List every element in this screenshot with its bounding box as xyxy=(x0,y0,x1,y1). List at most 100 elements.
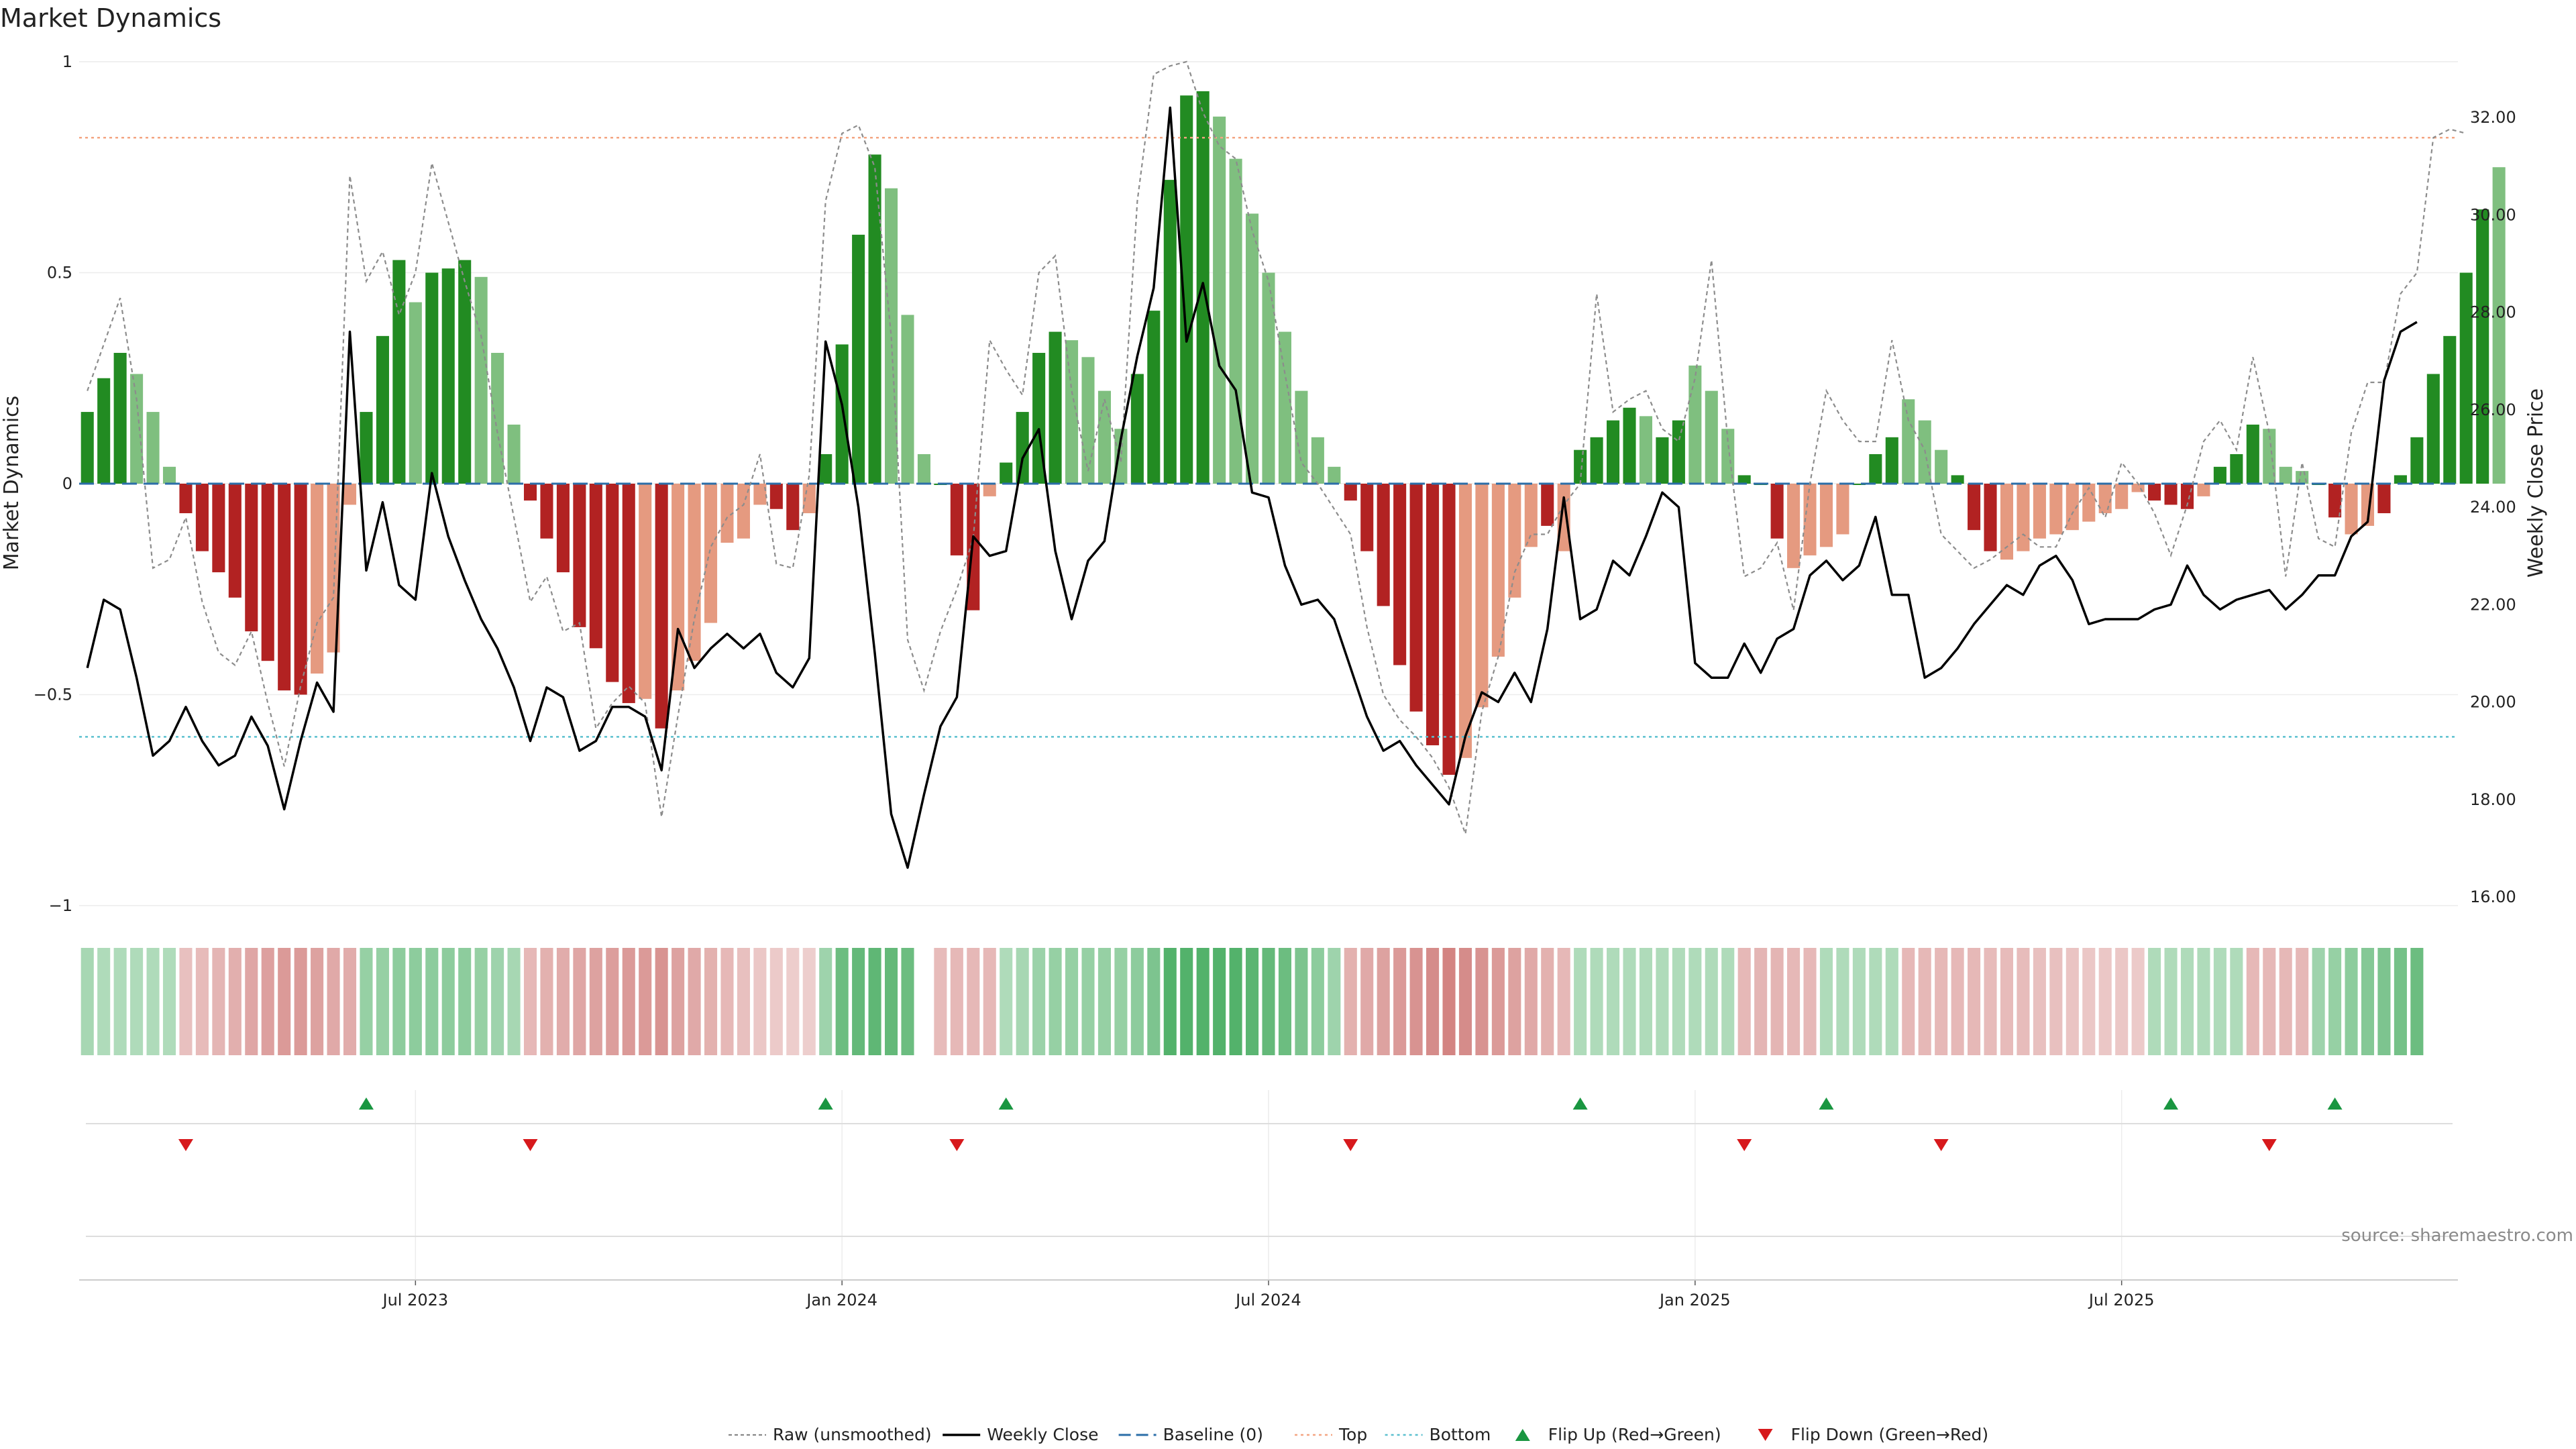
dynamics-bar xyxy=(278,484,291,691)
regime-cell xyxy=(2296,948,2309,1055)
regime-cell xyxy=(2180,948,2194,1055)
chart-title: Market Dynamics xyxy=(0,3,221,33)
flip-up-marker xyxy=(818,1097,833,1110)
legend-item-top: Top xyxy=(1295,1425,1367,1444)
regime-cell xyxy=(146,948,160,1055)
dynamics-bar xyxy=(769,484,783,509)
regime-cell xyxy=(868,948,881,1055)
dynamics-bar xyxy=(2098,484,2112,514)
regime-cell xyxy=(1229,948,1242,1055)
regime-cell xyxy=(1163,948,1177,1055)
dynamics-bar xyxy=(1737,475,1751,484)
regime-cell xyxy=(1344,948,1357,1055)
regime-cell xyxy=(737,948,750,1055)
dynamics-bar xyxy=(737,484,750,539)
dynamics-bar xyxy=(1311,437,1324,484)
regime-cell xyxy=(934,948,947,1055)
legend: Raw (unsmoothed) Weekly Close Baseline (0)… xyxy=(729,1425,1988,1444)
regime-cell xyxy=(2098,948,2112,1055)
regime-cell xyxy=(261,948,274,1055)
dynamics-bar xyxy=(261,484,274,661)
regime-cell xyxy=(1246,948,1259,1055)
regime-cell xyxy=(1196,948,1210,1055)
regime-cell xyxy=(1918,948,1931,1055)
dynamics-bar xyxy=(523,484,537,501)
regime-cell xyxy=(2377,948,2391,1055)
dynamics-bar xyxy=(1130,374,1144,484)
dynamics-bar xyxy=(1819,484,1833,547)
regime-cell xyxy=(1787,948,1801,1055)
dynamics-bar xyxy=(1344,484,1357,501)
regime-cell xyxy=(1081,948,1095,1055)
regime-cell xyxy=(360,948,373,1055)
regime-cell xyxy=(1885,948,1898,1055)
flip-up-marker xyxy=(2163,1097,2179,1110)
dynamics-bar xyxy=(2459,272,2473,484)
regime-cell xyxy=(1393,948,1407,1055)
dynamics-bar xyxy=(2115,484,2129,509)
dynamics-bar xyxy=(917,453,930,484)
dynamics-bar xyxy=(1541,484,1554,526)
regime-cell xyxy=(720,948,734,1055)
right-tick-label: 24.00 xyxy=(2470,498,2516,517)
dynamics-bar xyxy=(573,484,586,627)
dynamics-bar xyxy=(294,484,307,695)
regime-cell xyxy=(1360,948,1374,1055)
regime-cell xyxy=(2082,948,2096,1055)
regime-cell xyxy=(2049,948,2063,1055)
dynamics-bar xyxy=(1458,484,1472,758)
dynamics-bar xyxy=(1491,484,1505,657)
legend-label: Raw (unsmoothed) xyxy=(773,1425,932,1444)
right-tick-label: 26.00 xyxy=(2470,400,2516,419)
right-axis-title: Weekly Close Price xyxy=(2524,388,2548,578)
regime-cell xyxy=(1541,948,1554,1055)
regime-cell xyxy=(1656,948,1669,1055)
dynamics-bar xyxy=(1065,340,1079,484)
x-tick-label: Jul 2025 xyxy=(2088,1291,2155,1309)
dynamics-bar xyxy=(1869,453,1882,484)
dynamics-bar xyxy=(2377,484,2391,514)
regime-cell xyxy=(1639,948,1653,1055)
right-tick-label: 18.00 xyxy=(2470,790,2516,809)
raw-layer xyxy=(87,60,2467,835)
regime-cell xyxy=(1016,948,1029,1055)
regime-cell xyxy=(507,948,521,1055)
regime-cell xyxy=(1114,948,1128,1055)
dynamics-bar xyxy=(2017,484,2030,551)
regime-cell xyxy=(1147,948,1161,1055)
regime-cell xyxy=(1819,948,1833,1055)
dynamics-bar xyxy=(1114,429,1128,484)
flip-down-marker xyxy=(1933,1139,1949,1151)
regime-cell xyxy=(1524,948,1538,1055)
dynamics-bar xyxy=(835,344,849,484)
dynamics-bar xyxy=(195,484,209,551)
dynamics-bar xyxy=(1016,412,1029,484)
regime-cell xyxy=(425,948,439,1055)
dynamics-bar xyxy=(639,484,652,699)
regime-cell xyxy=(1705,948,1718,1055)
dynamics-bar xyxy=(819,453,833,484)
dynamics-bar xyxy=(2000,484,2014,560)
regime-cell xyxy=(130,948,144,1055)
dynamics-bar xyxy=(1951,475,1964,484)
dynamics-bar xyxy=(852,234,865,484)
dynamics-bar xyxy=(2197,484,2210,496)
dynamics-bar xyxy=(409,302,422,484)
regime-cell xyxy=(1213,948,1226,1055)
dynamics-bar xyxy=(1475,484,1489,708)
dynamics-bar xyxy=(2033,484,2046,539)
regime-cell xyxy=(1590,948,1603,1055)
regime-cell xyxy=(1574,948,1587,1055)
regime-cell xyxy=(2065,948,2079,1055)
flip-layer xyxy=(178,1097,2343,1151)
dynamics-bar xyxy=(901,315,914,484)
regime-cell xyxy=(1984,948,1997,1055)
dynamics-bar xyxy=(1623,407,1636,484)
dynamics-bar xyxy=(2164,484,2178,505)
regime-cell xyxy=(884,948,898,1055)
regime-cell xyxy=(1770,948,1784,1055)
dynamics-bar xyxy=(2345,484,2358,535)
flip-down-marker xyxy=(178,1139,193,1151)
regime-cell xyxy=(1409,948,1423,1055)
